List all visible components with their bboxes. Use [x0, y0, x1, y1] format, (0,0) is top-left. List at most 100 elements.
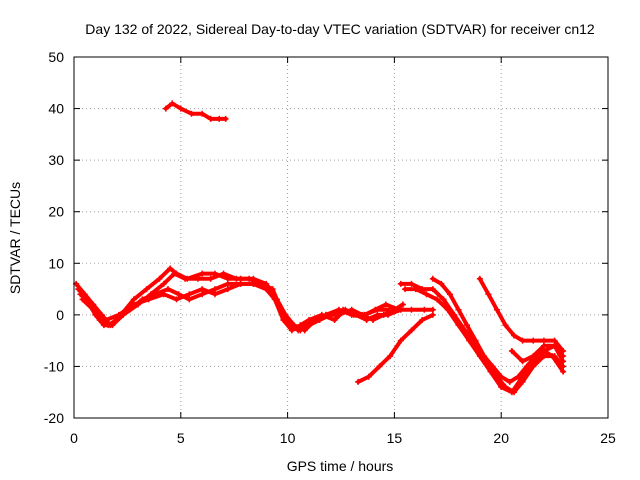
data-point	[365, 373, 372, 380]
data-point	[498, 373, 505, 380]
data-point	[216, 115, 223, 122]
data-point	[530, 353, 537, 360]
data-point	[90, 306, 97, 313]
data-point	[115, 311, 122, 318]
data-point	[186, 291, 193, 298]
data-point	[224, 286, 231, 293]
x-tick-label: 10	[280, 430, 296, 446]
x-tick-label: 25	[600, 430, 616, 446]
data-point	[348, 311, 355, 318]
data-point	[173, 296, 180, 303]
data-point	[348, 306, 355, 313]
data-point	[540, 347, 547, 354]
data-point	[175, 291, 182, 298]
data-point	[429, 275, 436, 282]
data-point	[370, 317, 377, 324]
y-tick-label: 10	[48, 255, 64, 271]
data-point	[113, 317, 120, 324]
data-point	[276, 301, 283, 308]
data-point	[560, 347, 567, 354]
data-point	[323, 311, 330, 318]
series-line	[477, 276, 566, 353]
data-point	[269, 286, 276, 293]
data-point	[222, 115, 229, 122]
data-point	[331, 317, 338, 324]
data-point	[335, 311, 342, 318]
x-tick-label: 20	[493, 430, 509, 446]
series-line	[80, 281, 393, 333]
data-point	[508, 347, 515, 354]
data-point	[402, 286, 409, 293]
data-point	[105, 322, 112, 329]
data-point	[207, 115, 214, 122]
data-point	[130, 301, 137, 308]
grid-lines	[74, 57, 608, 418]
series-track-2	[75, 270, 402, 334]
data-point	[171, 270, 178, 277]
data-point	[429, 286, 436, 293]
data-point	[408, 306, 415, 313]
y-tick-label: 0	[56, 307, 64, 323]
data-point	[310, 317, 317, 324]
data-point	[263, 286, 270, 293]
data-point	[374, 306, 381, 313]
chart-title: Day 132 of 2022, Sidereal Day-to-day VTE…	[85, 21, 595, 37]
data-point	[169, 100, 176, 107]
x-tick-label: 5	[177, 430, 185, 446]
series-line	[74, 266, 435, 333]
data-point	[77, 291, 84, 298]
data-point	[515, 373, 522, 380]
y-tick-label: 40	[48, 101, 64, 117]
data-point	[423, 291, 430, 298]
data-point	[199, 110, 206, 117]
data-point	[397, 337, 404, 344]
data-point	[440, 296, 447, 303]
data-point	[186, 296, 193, 303]
y-tick-label: -10	[44, 358, 64, 374]
data-point	[399, 301, 406, 308]
data-point	[387, 353, 394, 360]
data-point	[412, 286, 419, 293]
data-point	[519, 337, 526, 344]
y-tick-label: -20	[44, 410, 64, 426]
data-point	[376, 363, 383, 370]
data-point	[224, 280, 231, 287]
data-point	[540, 342, 547, 349]
series-track-8	[429, 275, 567, 385]
data-point	[506, 378, 513, 385]
data-point	[164, 286, 171, 293]
data-point	[397, 280, 404, 287]
data-point	[194, 275, 201, 282]
data-series	[73, 100, 567, 396]
data-point	[250, 280, 257, 287]
y-tick-label: 30	[48, 152, 64, 168]
data-point	[476, 275, 483, 282]
data-point	[540, 353, 547, 360]
data-point	[549, 353, 556, 360]
data-point	[464, 322, 471, 329]
series-track-6	[397, 280, 567, 396]
data-point	[188, 110, 195, 117]
data-point	[429, 306, 436, 313]
data-point	[434, 296, 441, 303]
data-point	[207, 275, 214, 282]
y-axis-label: SDTVAR / TECUs	[7, 182, 23, 294]
data-point	[162, 105, 169, 112]
series-track-1	[73, 265, 436, 334]
data-point	[446, 291, 453, 298]
data-point	[444, 306, 451, 313]
data-point	[211, 291, 218, 298]
x-axis-label: GPS time / hours	[287, 458, 394, 474]
data-point	[182, 275, 189, 282]
series-track-4	[79, 280, 394, 334]
y-tick-label: 20	[48, 204, 64, 220]
data-point	[355, 378, 362, 385]
data-point	[246, 275, 253, 282]
data-point	[143, 286, 150, 293]
data-point	[530, 337, 537, 344]
data-point	[167, 265, 174, 272]
data-point	[233, 275, 240, 282]
data-point	[382, 301, 389, 308]
data-point	[220, 270, 227, 277]
